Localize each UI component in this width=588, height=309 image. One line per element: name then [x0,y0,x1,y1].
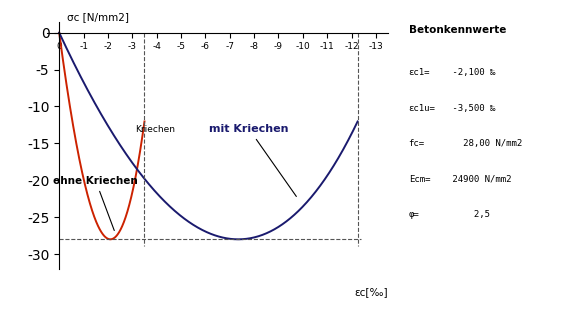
Text: Ecm=: Ecm= [409,175,430,184]
Text: 28,00 N/mm2: 28,00 N/mm2 [447,139,522,148]
Text: Kriechen: Kriechen [135,125,175,134]
Text: -2,100 ‰: -2,100 ‰ [447,68,495,77]
Text: 2,5: 2,5 [447,210,490,219]
Text: σc [N/mm2]: σc [N/mm2] [66,12,129,22]
Text: fc=: fc= [409,139,425,148]
Text: εc[‰]: εc[‰] [355,287,388,297]
Text: ohne Kriechen: ohne Kriechen [54,176,138,231]
Text: φ=: φ= [409,210,419,219]
Text: -3,500 ‰: -3,500 ‰ [447,104,495,112]
Text: εc1u=: εc1u= [409,104,436,112]
Text: 24900 N/mm2: 24900 N/mm2 [447,175,512,184]
Text: εc1=: εc1= [409,68,430,77]
Text: Betonkennwerte: Betonkennwerte [409,25,506,35]
Text: mit Kriechen: mit Kriechen [209,124,296,197]
